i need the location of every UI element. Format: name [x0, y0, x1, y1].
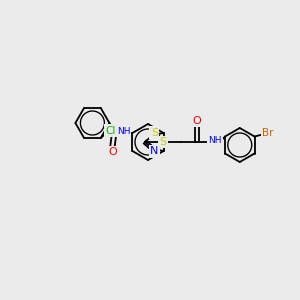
Text: N: N [150, 146, 158, 156]
Text: O: O [108, 147, 117, 157]
Text: Cl: Cl [106, 126, 116, 136]
Text: H: H [119, 127, 126, 136]
Text: N: N [119, 128, 126, 138]
Text: S: S [151, 128, 158, 138]
Text: O: O [192, 116, 201, 126]
Text: S: S [159, 137, 166, 147]
Text: NH: NH [208, 136, 221, 145]
Text: Br: Br [262, 128, 273, 137]
Text: NH: NH [117, 127, 130, 136]
